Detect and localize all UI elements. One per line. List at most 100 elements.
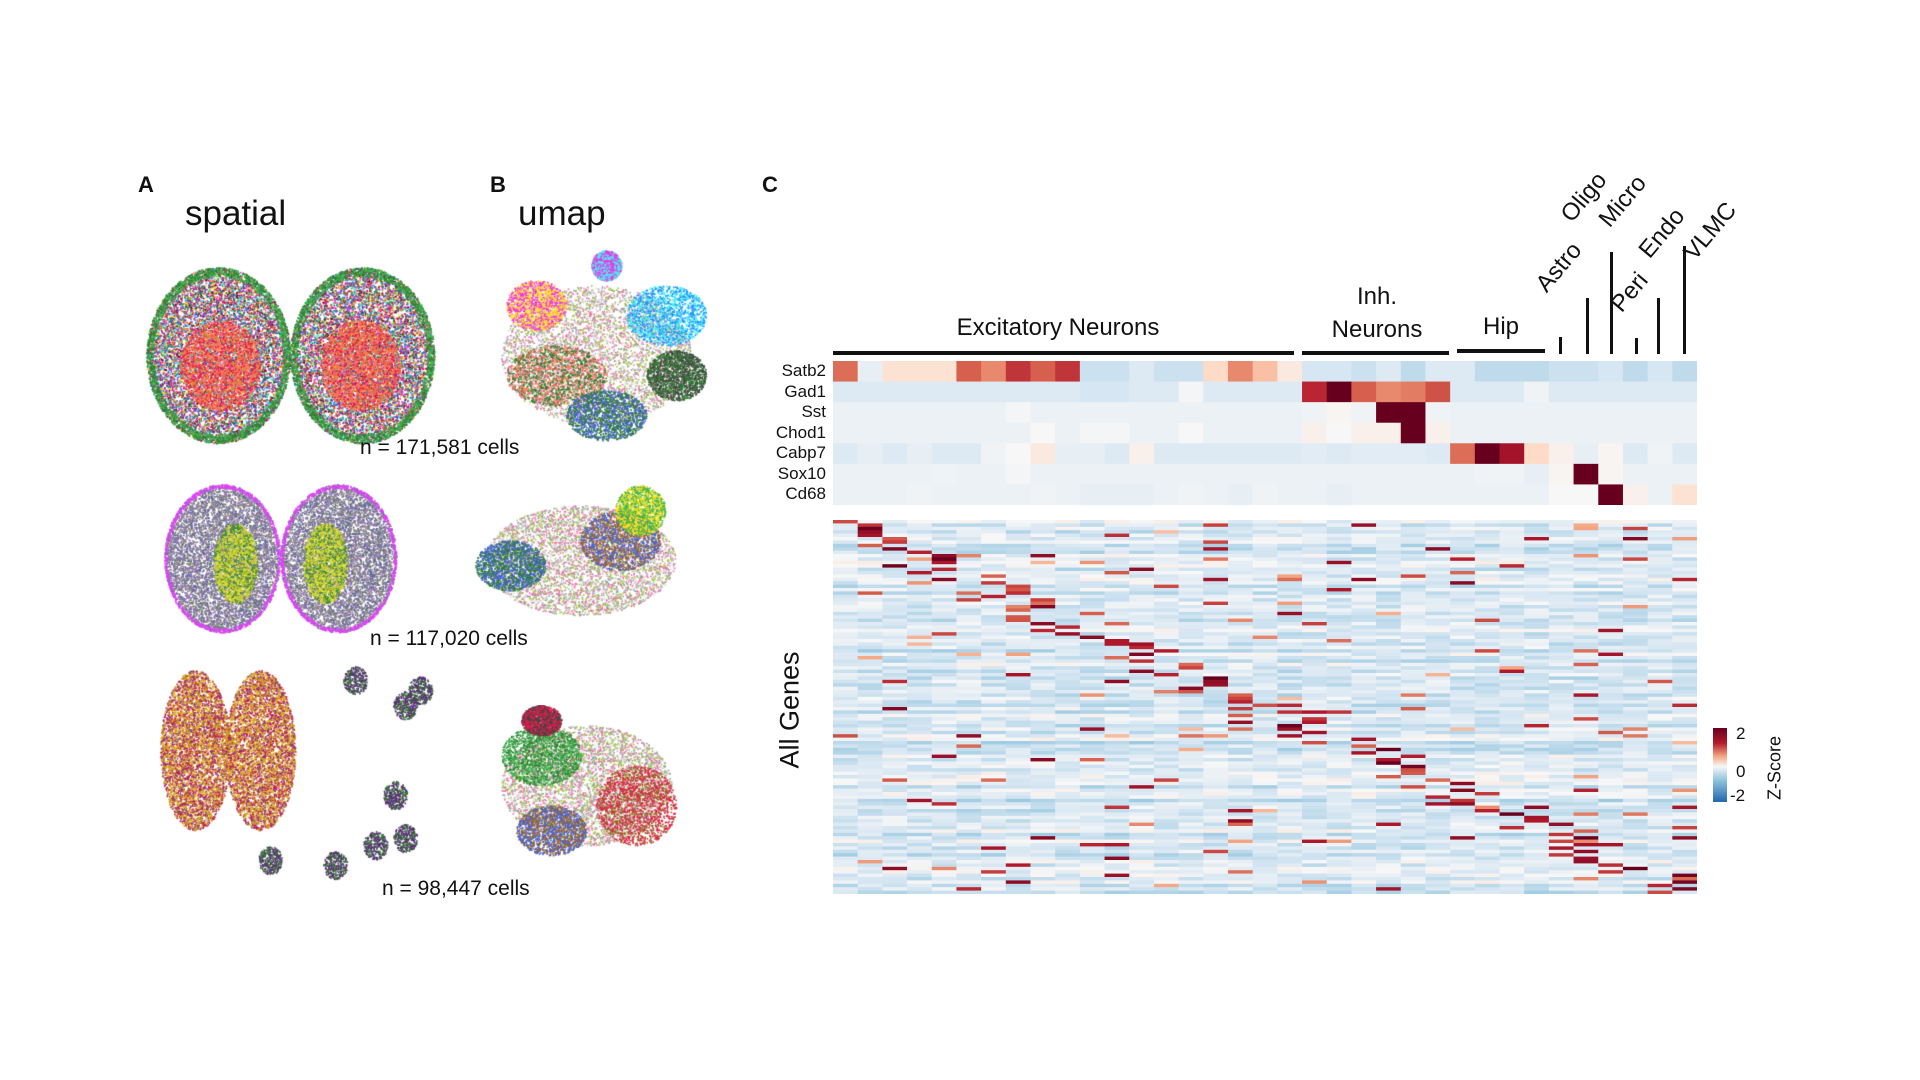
heatmap-cell <box>1203 635 1229 640</box>
heatmap-cell <box>1055 703 1081 708</box>
heatmap-cell <box>833 533 859 538</box>
heatmap-cell <box>981 758 1007 762</box>
heatmap-cell <box>931 741 957 745</box>
heatmap-cell <box>1302 632 1328 637</box>
heatmap-cell <box>1153 443 1180 465</box>
heatmap-cell <box>981 628 1007 633</box>
heatmap-cell <box>1326 601 1352 606</box>
heatmap-cell <box>1079 381 1106 403</box>
heatmap-cell <box>1104 560 1130 565</box>
heatmap-cell <box>1252 574 1278 579</box>
heatmap-cell <box>857 781 883 786</box>
heatmap-cell <box>857 625 883 630</box>
heatmap-cell <box>1351 741 1377 745</box>
heatmap-cell <box>1499 615 1525 620</box>
heatmap-cell <box>1524 744 1550 749</box>
heatmap-cell <box>1005 571 1031 575</box>
heatmap-cell <box>1277 788 1303 793</box>
heatmap-cell <box>1425 656 1451 660</box>
heatmap-cell <box>1474 826 1501 830</box>
heatmap-cell <box>1079 880 1106 885</box>
heatmap-cell <box>1302 853 1328 858</box>
heatmap-cell <box>833 588 859 592</box>
heatmap-cell <box>1326 645 1352 650</box>
heatmap-cell <box>1524 815 1550 820</box>
heatmap-cell <box>981 717 1007 722</box>
heatmap-cell <box>1153 693 1180 698</box>
heatmap-cell <box>907 710 933 715</box>
heatmap-cell <box>1302 520 1328 524</box>
heatmap-cell <box>1425 819 1451 824</box>
heatmap-cell <box>1252 717 1278 722</box>
heatmap-cell <box>1326 768 1352 773</box>
heatmap-cell <box>931 537 957 541</box>
heatmap-cell <box>1474 710 1501 715</box>
heatmap-cell <box>1178 737 1204 742</box>
heatmap-cell <box>1499 798 1525 803</box>
heatmap-cell <box>1351 730 1377 735</box>
heatmap-cell <box>1622 710 1649 715</box>
heatmap-cell <box>1425 615 1451 620</box>
heatmap-cell <box>1376 870 1402 875</box>
heatmap-cell <box>1203 690 1229 694</box>
heatmap-cell <box>1302 809 1328 813</box>
heatmap-cell <box>1598 768 1624 773</box>
heatmap-cell <box>882 564 908 569</box>
heatmap-cell <box>1055 819 1081 824</box>
heatmap-cell <box>833 717 859 722</box>
heatmap-cell <box>1647 618 1673 623</box>
heatmap-cell <box>1005 690 1031 694</box>
heatmap-cell <box>1598 402 1624 424</box>
heatmap-cell <box>833 673 859 677</box>
heatmap-cell <box>1672 598 1697 603</box>
heatmap-cell <box>1252 815 1278 820</box>
heatmap-cell <box>1203 622 1229 626</box>
heatmap-cell <box>1400 361 1426 383</box>
heatmap-cell <box>1499 863 1525 868</box>
heatmap-cell <box>1647 707 1673 711</box>
heatmap-cell <box>981 560 1007 565</box>
heatmap-cell <box>1672 679 1697 684</box>
heatmap-cell <box>833 537 859 541</box>
heatmap-cell <box>1326 846 1352 851</box>
heatmap-cell <box>1376 588 1402 592</box>
heatmap-cell <box>1598 890 1624 894</box>
heatmap-cell <box>907 557 933 562</box>
heatmap-cell <box>1672 829 1697 834</box>
heatmap-cell <box>1450 618 1476 623</box>
heatmap-cell <box>882 703 908 708</box>
heatmap-cell <box>1079 877 1106 881</box>
heatmap-cell <box>1351 547 1377 552</box>
heatmap-cell <box>931 785 957 790</box>
heatmap-cell <box>1005 795 1031 800</box>
heatmap-cell <box>1351 652 1377 657</box>
heatmap-cell <box>1252 730 1278 735</box>
heatmap-cell <box>931 652 957 657</box>
heatmap-cell <box>1450 537 1476 541</box>
heatmap-cell <box>1474 744 1501 749</box>
heatmap-cell <box>1227 618 1254 623</box>
heatmap-cell <box>1499 890 1525 894</box>
heatmap-cell <box>931 860 957 864</box>
heatmap-cell <box>1450 720 1476 725</box>
heatmap-cell <box>1573 758 1599 762</box>
heatmap-cell <box>1548 584 1575 589</box>
heatmap-cell <box>1153 866 1180 871</box>
heatmap-cell <box>1104 771 1130 776</box>
heatmap-cell <box>1153 717 1180 722</box>
heatmap-cell <box>1351 771 1377 776</box>
heatmap-cell <box>1277 775 1303 779</box>
heatmap-cell <box>857 778 883 783</box>
heatmap-cell <box>1302 574 1328 579</box>
heatmap-cell <box>1474 849 1501 854</box>
heatmap-cell <box>1104 628 1130 633</box>
heatmap-cell <box>1598 645 1624 650</box>
heatmap-cell <box>882 557 908 562</box>
heatmap-cell <box>1450 652 1476 657</box>
heatmap-cell <box>1400 666 1426 671</box>
cell-count-3: n = 98,447 cells <box>382 877 530 900</box>
heatmap-cell <box>981 863 1007 868</box>
heatmap-cell <box>1030 564 1056 569</box>
heatmap-cell <box>857 758 883 762</box>
heatmap-cell <box>1548 883 1575 888</box>
